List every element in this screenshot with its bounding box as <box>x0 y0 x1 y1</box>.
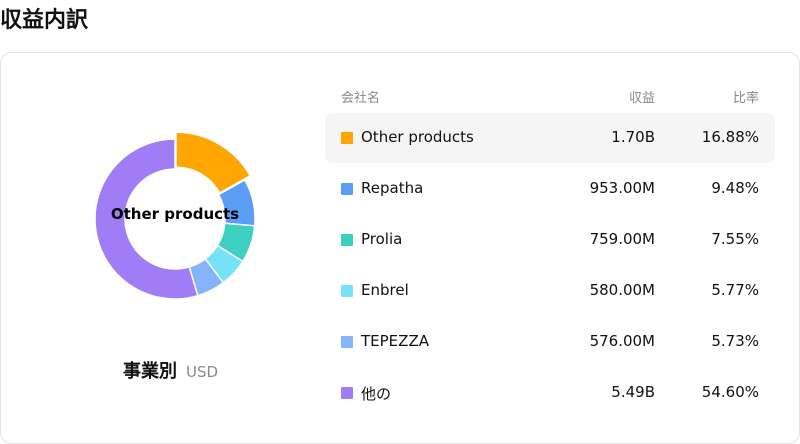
legend-swatch <box>341 234 353 246</box>
table-row[interactable]: 他の 5.49B 54.60% <box>325 368 775 418</box>
page-title: 収益内訳 <box>0 8 89 33</box>
company-name: TEPEZZA <box>361 332 429 350</box>
column-header-company: 会社名 <box>341 91 381 106</box>
donut-slice[interactable] <box>94 138 199 300</box>
legend-swatch <box>341 132 353 144</box>
donut-center-label: Other products <box>110 205 240 223</box>
revenue-value: 576.00M <box>589 332 655 350</box>
column-header-revenue: 収益 <box>628 91 655 106</box>
company-name: 他の <box>361 385 392 403</box>
legend-swatch <box>341 387 353 399</box>
table-row[interactable]: Repatha 953.00M 9.48% <box>325 164 775 214</box>
table-row[interactable]: Prolia 759.00M 7.55% <box>325 215 775 265</box>
legend-swatch <box>341 336 353 348</box>
ratio-value: 7.55% <box>711 230 759 248</box>
ratio-value: 5.77% <box>711 281 759 299</box>
legend-swatch <box>341 183 353 195</box>
revenue-value: 1.70B <box>611 128 655 146</box>
company-name: Prolia <box>361 230 403 248</box>
company-name: Other products <box>361 128 474 146</box>
currency-label: USD <box>186 363 219 381</box>
company-name: Enbrel <box>361 281 409 299</box>
revenue-value: 759.00M <box>589 230 655 248</box>
table-row[interactable]: TEPEZZA 576.00M 5.73% <box>325 317 775 367</box>
ratio-value: 54.60% <box>701 383 759 401</box>
breakdown-selector[interactable]: 事業別 USD <box>123 357 218 383</box>
donut-chart[interactable] <box>94 131 256 304</box>
breakdown-label: 事業別 <box>123 361 177 382</box>
legend-swatch <box>341 285 353 297</box>
column-header-ratio: 比率 <box>732 91 759 106</box>
table-row[interactable]: Other products 1.70B 16.88% <box>325 113 775 163</box>
revenue-value: 580.00M <box>589 281 655 299</box>
table-row[interactable]: Enbrel 580.00M 5.77% <box>325 266 775 316</box>
donut-chart-svg <box>94 131 256 300</box>
ratio-value: 9.48% <box>711 179 759 197</box>
donut-slice[interactable] <box>175 131 252 194</box>
ratio-value: 5.73% <box>711 332 759 350</box>
ratio-value: 16.88% <box>701 128 759 146</box>
company-name: Repatha <box>361 179 424 197</box>
revenue-value: 5.49B <box>611 383 655 401</box>
revenue-value: 953.00M <box>589 179 655 197</box>
